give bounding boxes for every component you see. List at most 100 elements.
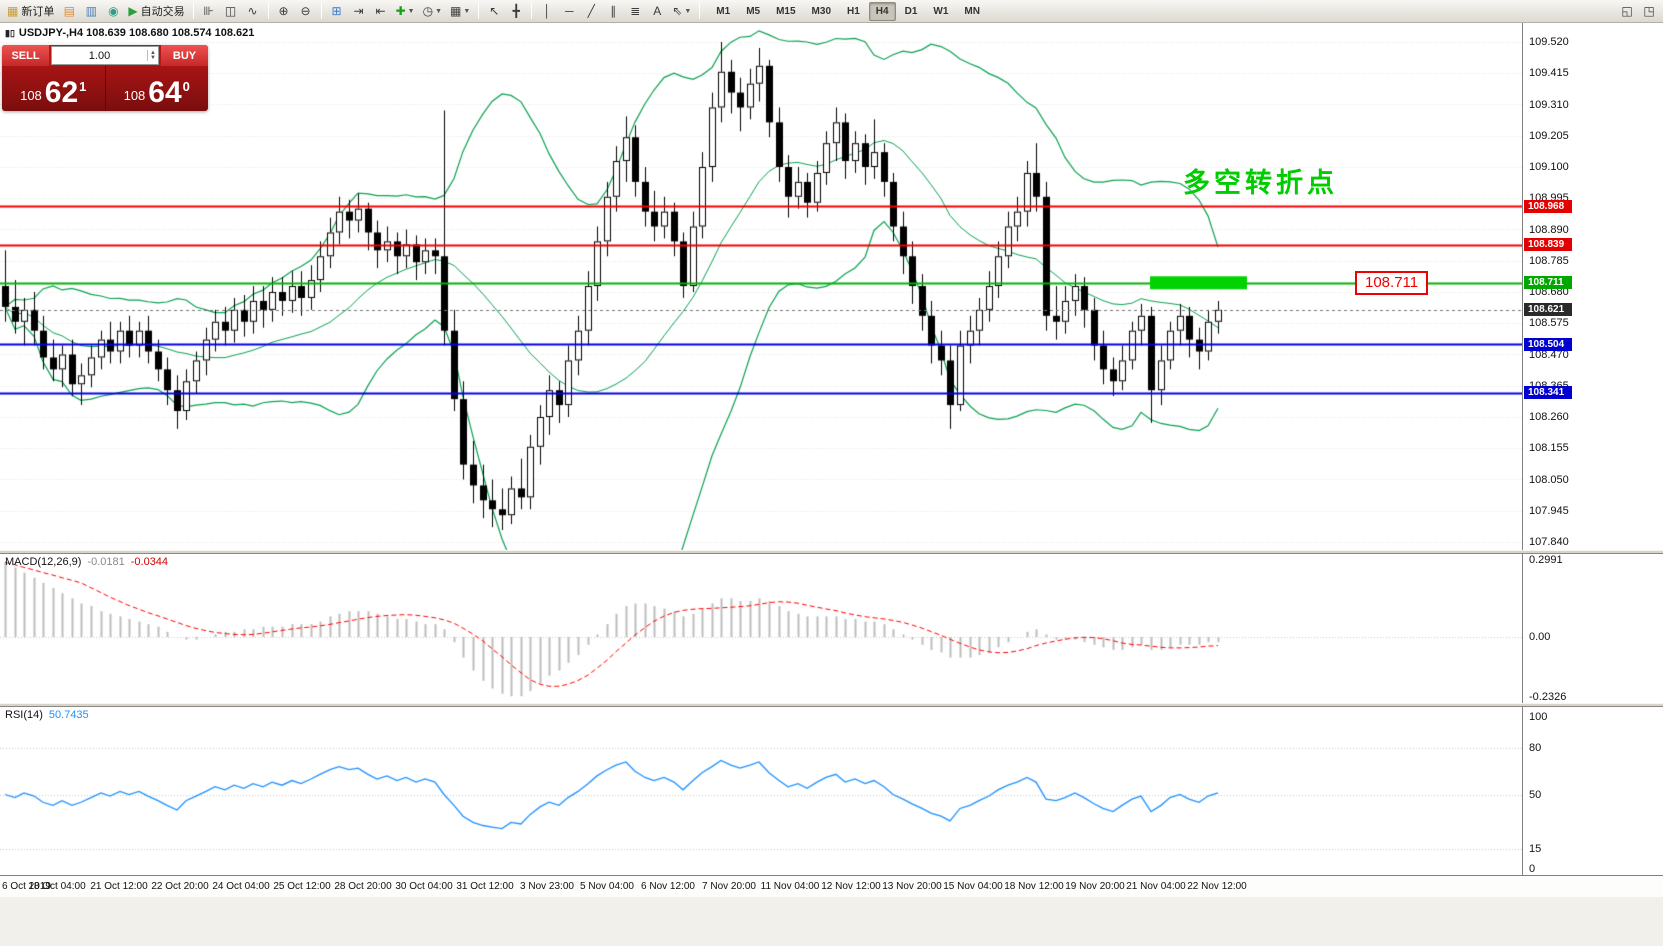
auto-trading-button[interactable]: ▶ 自动交易	[125, 2, 187, 21]
timeframe-button-m15[interactable]: M15	[776, 5, 796, 17]
symbol-ohlc-info: ▮▯ USDJPY-,H4 108.639 108.680 108.574 10…	[5, 27, 254, 39]
price-tag: 108.504	[1524, 337, 1572, 351]
tile-windows-button[interactable]: ⊞	[327, 2, 347, 21]
indicators-icon: ✚	[395, 4, 406, 18]
trendline-button[interactable]: ╱	[581, 2, 601, 21]
volume-spinner[interactable]: ▲ ▼	[147, 50, 158, 61]
time-axis-label: 6 Nov 12:00	[641, 881, 695, 892]
chart-window: ▮▯ USDJPY-,H4 108.639 108.680 108.574 10…	[0, 23, 1663, 946]
time-axis-label: 21 Nov 04:00	[1126, 881, 1186, 892]
time-axis-label: 31 Oct 12:00	[456, 881, 514, 892]
text-label-button[interactable]: A	[647, 2, 667, 21]
buy-price-display[interactable]: 108 64 0	[106, 66, 209, 111]
toolbar-separator	[320, 3, 322, 19]
timeframe-button-m1[interactable]: M1	[716, 5, 731, 17]
timeframe-button-m5[interactable]: M5	[746, 5, 761, 17]
time-axis-label: 30 Oct 04:00	[395, 881, 453, 892]
horizontal-line-button[interactable]: ─	[559, 2, 579, 21]
sell-price-display[interactable]: 108 62 1	[2, 66, 106, 111]
chart-plot-area[interactable]	[0, 23, 1522, 875]
timeframe-button-m30[interactable]: M30	[811, 5, 831, 17]
timeframe-button-w1[interactable]: W1	[933, 5, 949, 17]
time-axis-label: 28 Oct 20:00	[334, 881, 392, 892]
indicators-button[interactable]: ✚ ▼	[393, 2, 418, 21]
trendline-icon: ╱	[587, 4, 595, 18]
price-tag: 108.968	[1524, 199, 1572, 213]
market-watch-button[interactable]: ▤	[59, 2, 79, 21]
periods-icon: ◷	[422, 4, 434, 18]
toolbar-overflow-icon[interactable]: ◱	[1617, 2, 1637, 21]
sell-button[interactable]: SELL	[2, 45, 49, 66]
time-axis-label: 5 Nov 04:00	[580, 881, 634, 892]
auto-scroll-button[interactable]: ⇥	[349, 2, 369, 21]
price-tag: 108.711	[1524, 276, 1572, 290]
auto-scroll-icon: ⇥	[353, 4, 364, 18]
timeframe-button-h4[interactable]: H4	[868, 1, 896, 21]
crosshair-icon: ╋	[512, 4, 520, 18]
periods-button[interactable]: ◷ ▼	[420, 2, 445, 21]
bar-chart-button[interactable]: ⊪	[199, 2, 219, 21]
new-order-button[interactable]: ▦ 新订单	[4, 2, 57, 21]
time-axis-label: 7 Nov 20:00	[702, 881, 756, 892]
fibonacci-icon: ≣	[630, 4, 641, 18]
price-axis-label: 109.415	[1529, 67, 1569, 80]
timeframe-button-d1[interactable]: D1	[904, 5, 918, 17]
time-axis-label: 22 Nov 12:00	[1187, 881, 1247, 892]
macd-name: MACD(12,26,9)	[5, 556, 82, 568]
time-axis-label: 24 Oct 04:00	[212, 881, 270, 892]
data-window-button[interactable]: ▥	[81, 2, 101, 21]
community-icon: ◳	[1643, 4, 1655, 18]
zoom-out-button[interactable]: ⊖	[296, 2, 316, 21]
buy-button[interactable]: BUY	[161, 45, 208, 66]
macd-value-main: -0.0181	[87, 556, 125, 568]
data-window-icon: ▥	[85, 4, 98, 18]
chart-shift-icon: ⇤	[375, 4, 386, 18]
toolbar-separator	[478, 3, 480, 19]
macd-axis-label: -0.2326	[1529, 690, 1567, 703]
panel-separator[interactable]	[0, 703, 1663, 707]
candlestick-button[interactable]: ◫	[221, 2, 241, 21]
channel-button[interactable]: ∥	[603, 2, 623, 21]
spinner-down-icon[interactable]: ▼	[150, 54, 156, 61]
volume-input[interactable]: 1.00 ▲ ▼	[51, 46, 159, 65]
time-axis-label: 12 Nov 12:00	[821, 881, 881, 892]
zoom-in-button[interactable]: ⊕	[274, 2, 294, 21]
price-scale[interactable]: 109.520 109.415 109.310 109.205 109.100 108.9…	[1522, 23, 1663, 875]
timeframe-toolbar: M1 M5 M15 M30 H1 H4 D1 W1 MN	[708, 1, 988, 21]
price-tag: 108.839	[1524, 238, 1572, 252]
cursor-button[interactable]: ↖	[484, 2, 504, 21]
rsi-name: RSI(14)	[5, 709, 43, 721]
spinner-up-icon[interactable]: ▲	[150, 50, 156, 56]
time-axis-label: 3 Nov 23:00	[520, 881, 574, 892]
vertical-line-button[interactable]: │	[537, 2, 557, 21]
time-axis[interactable]: 6 Oct 2019 18 Oct 04:00 21 Oct 12:00 22 Oct…	[0, 875, 1663, 897]
chart-shift-button[interactable]: ⇤	[371, 2, 391, 21]
panel-separator[interactable]	[0, 550, 1663, 554]
chart-annotation-text: 多空转折点	[1183, 168, 1338, 198]
macd-value-signal: -0.0344	[130, 556, 169, 568]
line-chart-button[interactable]: ∿	[243, 2, 263, 21]
chevron-down-icon: ▼	[407, 7, 415, 15]
time-axis-label: 25 Oct 12:00	[273, 881, 331, 892]
price-axis-label: 108.260	[1529, 411, 1569, 423]
time-axis-label: 6 Oct 2019	[2, 881, 51, 892]
timeframe-button-h1[interactable]: H1	[847, 5, 860, 17]
buy-price-prefix: 108	[123, 88, 146, 103]
new-order-button-label: 新订单	[21, 6, 55, 18]
timeframe-button-mn[interactable]: MN	[964, 5, 980, 17]
buy-price-pips: 64	[148, 76, 182, 109]
macd-axis-label: 0.2991	[1529, 554, 1563, 566]
toolbar: ▦ 新订单 ▤ ▥ ◉ ▶ 自动交易 ⊪ ◫ ∿ ⊕ ⊖ ⊞ ⇥ ⇤ ✚ ▼ ◷ ▼ ▦ ▼ ↖ ╋ │ ─ ╱ ∥ ≣ A ⇖ ▼ M1 M5…	[0, 0, 1663, 23]
arrow-tools-button[interactable]: ⇖ ▼	[669, 2, 694, 21]
templates-icon: ▦	[450, 4, 462, 18]
market-watch-icon: ▤	[63, 4, 76, 18]
community-icon[interactable]: ◳	[1639, 2, 1659, 21]
price-axis-label: 109.205	[1529, 129, 1569, 142]
navigator-button[interactable]: ◉	[103, 2, 123, 21]
templates-button[interactable]: ▦ ▼	[447, 2, 473, 21]
fibonacci-button[interactable]: ≣	[625, 2, 645, 21]
price-axis-label: 108.575	[1529, 317, 1569, 330]
crosshair-button[interactable]: ╋	[506, 2, 526, 21]
rsi-axis-label: 80	[1529, 742, 1542, 754]
